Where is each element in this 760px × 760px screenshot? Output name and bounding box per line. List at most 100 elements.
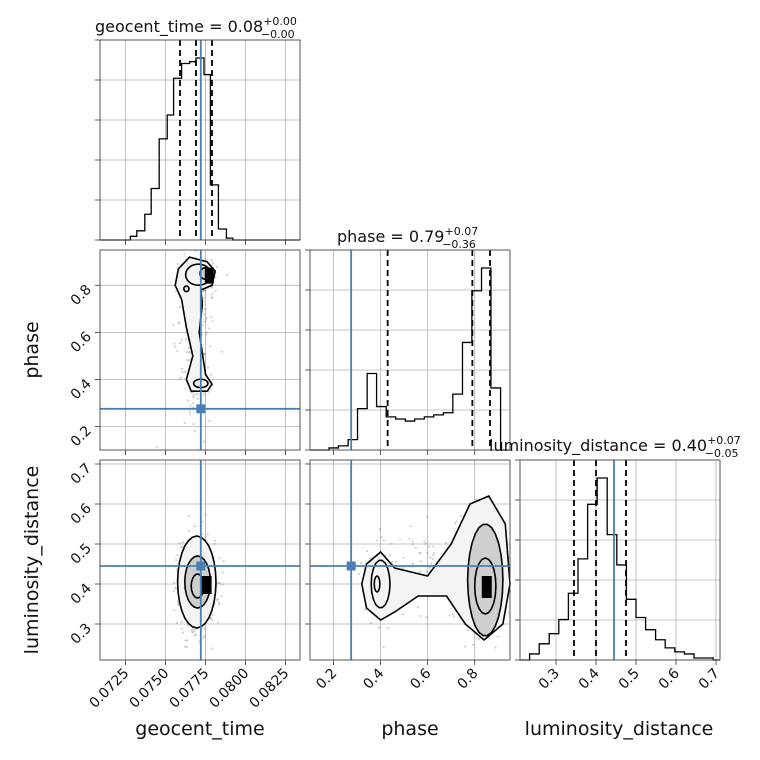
sample-2-1-2-23	[425, 616, 428, 619]
panel-frame-2-0	[99, 459, 301, 661]
title-luminosity-distance: luminosity_distance = 0.40+0.07 −0.05	[489, 434, 741, 460]
sample-2-1-2-37	[409, 524, 412, 528]
panel-bg-1-1	[310, 250, 510, 450]
sample-2-0-0-309	[218, 557, 221, 560]
sample-2-1-2-67	[408, 537, 411, 540]
sample-1-0-1-9	[174, 290, 178, 293]
title-luminosity-distance-plus: +0.07	[707, 434, 741, 447]
sample-2-0-0-321	[179, 546, 183, 549]
sample-2-0-0-230	[220, 594, 223, 598]
sample-2-0-0-245	[191, 631, 194, 634]
sample-2-1-2-41	[402, 556, 405, 559]
sample-1-0-0-29	[183, 253, 186, 256]
sample-2-0-0-19	[217, 601, 221, 604]
xtick-label-phase-0: 0.2	[313, 666, 340, 693]
sample-1-0-1-3	[155, 445, 158, 449]
xtick-label-geocent_time-3: 0.0800	[206, 666, 252, 712]
title-geocent-time-plus: +0.00	[263, 15, 297, 28]
sample-2-0-0-370	[184, 639, 187, 642]
sample-2-1-2-47	[432, 545, 435, 548]
sample-2-0-0-305	[180, 620, 183, 623]
panel-bg-2-2	[520, 460, 720, 660]
sample-1-0-1-117	[191, 402, 195, 405]
xtick-label-geocent_time-2: 0.0775	[166, 666, 212, 712]
panel-frame-1-1	[309, 249, 511, 451]
xtick-label-luminosity_distance-3: 0.6	[656, 665, 683, 692]
sample-1-0-1-156	[208, 327, 211, 330]
sample-1-0-0-106	[211, 261, 215, 265]
contour-dist-phase-outer	[360, 494, 511, 642]
ytick-label-phase-0: 0.2	[68, 423, 95, 450]
sample-2-0-0-243	[178, 542, 181, 545]
contour-phase-geocent-mid	[184, 263, 213, 287]
sample-1-0-1-14	[176, 262, 179, 266]
title-phase-name: phase	[337, 227, 385, 246]
title-phase-plus: +0.07	[444, 225, 478, 238]
ylabel-phase: phase	[21, 321, 43, 378]
sample-1-0-1-63	[202, 394, 205, 397]
sample-2-1-0-44	[475, 498, 478, 501]
xtick-label-phase-2: 0.6	[407, 665, 434, 692]
sample-2-0-0-68	[218, 581, 221, 585]
sample-1-0-1-112	[205, 317, 208, 320]
sample-1-0-1-88	[205, 333, 208, 336]
sample-1-0-1-51	[210, 315, 213, 319]
sample-1-0-0-53	[210, 258, 213, 262]
xtick-label-luminosity_distance-0: 0.3	[536, 666, 563, 693]
sample-2-0-0-232	[181, 545, 184, 548]
sample-2-1-2-11	[419, 560, 422, 563]
sample-2-0-0-52	[217, 621, 220, 624]
hist-luminosity_distance	[520, 477, 720, 661]
sample-1-0-1-161	[173, 342, 176, 345]
sample-2-0-0-15	[209, 617, 212, 620]
sample-1-0-1-26	[188, 413, 192, 416]
sample-1-0-1-164	[183, 421, 186, 425]
sample-2-0-0-177	[194, 633, 197, 636]
sample-2-1-1-40	[369, 621, 373, 625]
sample-2-0-0-131	[187, 514, 190, 518]
sample-2-1-1-31	[357, 572, 360, 576]
xtick-label-luminosity_distance-4: 0.7	[696, 666, 723, 693]
title-phase-median: 0.79	[409, 227, 445, 246]
sample-1-0-1-151	[177, 321, 180, 324]
sample-2-1-2-57	[451, 613, 455, 616]
sample-2-1-2-84	[419, 570, 422, 573]
sample-2-1-0-15	[496, 635, 499, 638]
contour-dist-phase-left-inner	[373, 574, 381, 594]
sample-2-1-1-14	[382, 646, 385, 649]
sample-2-0-0-396	[216, 597, 219, 601]
sample-1-0-1-111	[189, 404, 192, 407]
sample-1-0-0-176	[210, 296, 213, 299]
sample-1-0-1-48	[184, 387, 187, 390]
sample-1-0-1-168	[194, 429, 197, 433]
sample-2-1-2-72	[429, 556, 432, 559]
sample-2-1-2-59	[444, 541, 448, 545]
sample-2-0-0-297	[185, 645, 188, 648]
sample-2-1-1-62	[391, 561, 394, 564]
sample-2-1-2-15	[390, 542, 393, 546]
hist-phase	[310, 267, 510, 451]
sample-2-1-2-97	[419, 551, 423, 555]
sample-1-0-1-115	[192, 422, 195, 426]
ytick-label-luminosity_distance-0: 0.3	[68, 621, 95, 648]
contour-phase-geocent-outer	[174, 256, 217, 392]
sample-2-0-0-392	[206, 533, 209, 536]
sample-2-0-0-267	[209, 617, 212, 620]
sample-2-0-0-247	[211, 613, 214, 616]
sample-1-0-0-59	[204, 288, 207, 291]
sample-2-1-2-104	[411, 562, 414, 565]
sample-2-0-0-295	[176, 553, 179, 557]
ytick-label-phase-3: 0.8	[68, 282, 95, 309]
sample-2-0-0-92	[172, 590, 175, 593]
sample-2-0-0-151	[174, 586, 177, 589]
sample-2-1-2-79	[418, 551, 421, 555]
contour-dist-geocent-outer	[176, 535, 217, 629]
sample-2-1-1-84	[388, 553, 391, 557]
sample-2-1-2-77	[455, 520, 458, 523]
sample-2-0-0-218	[175, 621, 179, 624]
contour-dist-phase-inner	[473, 557, 497, 615]
sample-2-1-2-86	[424, 542, 427, 545]
sample-2-1-1-72	[359, 562, 363, 565]
sample-2-1-0-102	[452, 615, 455, 618]
